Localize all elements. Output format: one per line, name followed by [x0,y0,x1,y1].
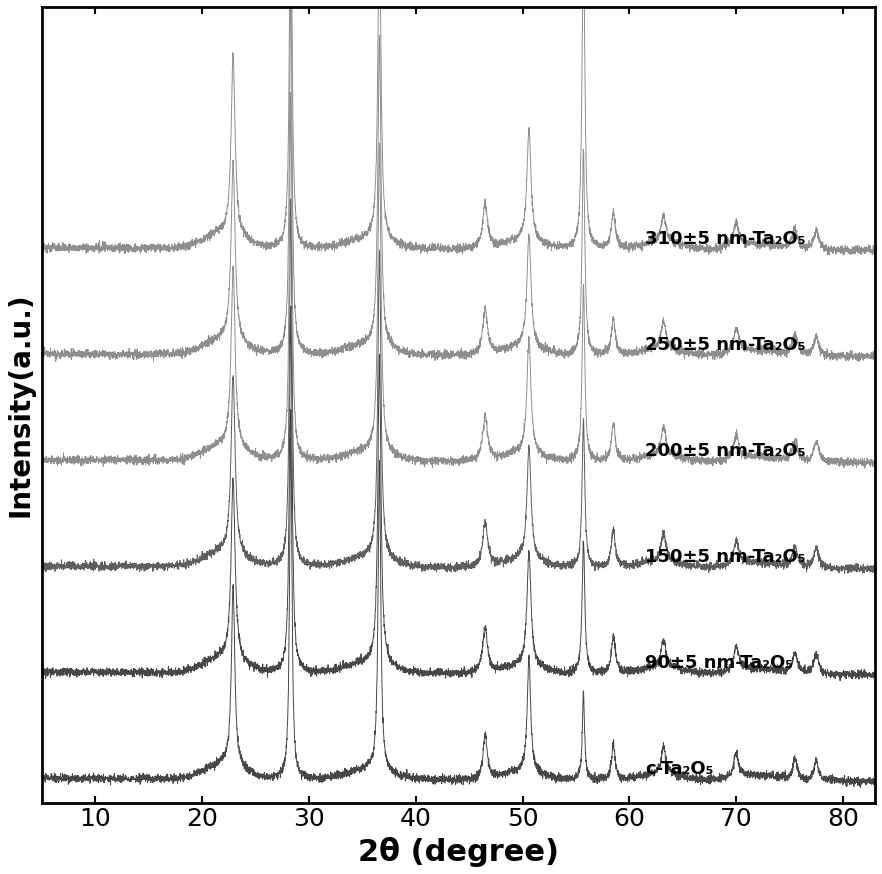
Text: 310±5 nm-Ta₂O₅: 310±5 nm-Ta₂O₅ [646,230,806,247]
Text: c-Ta₂O₅: c-Ta₂O₅ [646,760,714,778]
Text: 90±5 nm-Ta₂O₅: 90±5 nm-Ta₂O₅ [646,654,794,672]
Text: 150±5 nm-Ta₂O₅: 150±5 nm-Ta₂O₅ [646,548,806,566]
Text: 250±5 nm-Ta₂O₅: 250±5 nm-Ta₂O₅ [646,336,806,354]
Text: 200±5 nm-Ta₂O₅: 200±5 nm-Ta₂O₅ [646,442,806,460]
X-axis label: 2θ (degree): 2θ (degree) [358,837,559,867]
Y-axis label: Intensity(a.u.): Intensity(a.u.) [7,293,35,517]
